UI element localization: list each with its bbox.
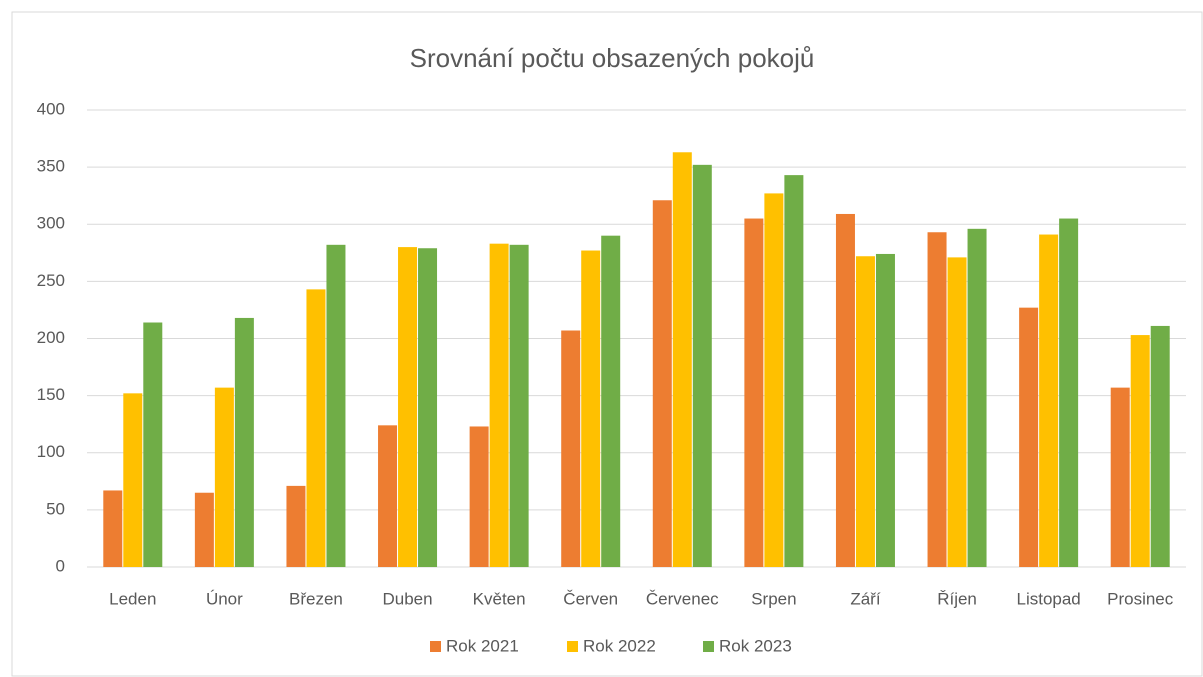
legend-label: Rok 2022 [583, 636, 656, 655]
y-tick-label: 350 [37, 157, 65, 176]
bar [1110, 387, 1130, 567]
bar [398, 247, 418, 567]
x-tick-label: Září [850, 589, 881, 608]
y-tick-label: 300 [37, 214, 65, 233]
bar [672, 152, 692, 567]
bar [378, 425, 398, 567]
legend-swatch [567, 641, 578, 652]
x-tick-label: Říjen [937, 589, 977, 608]
bar [784, 175, 804, 567]
bar [1019, 307, 1039, 567]
bar [489, 243, 509, 568]
x-tick-label: Červenec [646, 589, 719, 608]
bar [764, 193, 784, 567]
bar [143, 322, 163, 567]
x-tick-label: Leden [109, 589, 156, 608]
legend-label: Rok 2023 [719, 636, 792, 655]
bar [947, 257, 967, 567]
x-tick-label: Srpen [751, 589, 796, 608]
y-tick-label: 100 [37, 442, 65, 461]
bar [1059, 218, 1079, 567]
bar [1130, 335, 1150, 567]
y-tick-label: 400 [37, 99, 65, 118]
bar [194, 492, 214, 567]
bar [418, 248, 438, 567]
bar [1039, 234, 1059, 567]
legend-label: Rok 2021 [446, 636, 519, 655]
bar [561, 330, 581, 567]
bar [214, 387, 234, 567]
y-tick-label: 0 [56, 556, 65, 575]
x-tick-label: Květen [473, 589, 526, 608]
bar [744, 218, 764, 567]
bar [123, 393, 143, 567]
bar [875, 253, 895, 567]
y-tick-label: 50 [46, 499, 65, 518]
bar [326, 244, 346, 567]
x-tick-label: Červen [563, 589, 618, 608]
bar [1150, 325, 1170, 567]
legend-swatch [430, 641, 441, 652]
bar [306, 289, 326, 567]
bar [509, 244, 529, 567]
bar [469, 426, 489, 567]
legend-swatch [703, 641, 714, 652]
y-tick-label: 200 [37, 328, 65, 347]
bar [927, 232, 947, 567]
y-tick-label: 150 [37, 385, 65, 404]
bar [692, 164, 712, 567]
bar [103, 490, 123, 567]
bar [286, 485, 306, 567]
bar [652, 200, 672, 567]
bar [234, 317, 254, 567]
bar [855, 256, 875, 567]
bar [967, 228, 987, 567]
x-tick-label: Listopad [1016, 589, 1080, 608]
x-tick-label: Duben [382, 589, 432, 608]
x-tick-label: Únor [206, 589, 243, 608]
x-tick-label: Březen [289, 589, 343, 608]
bar [835, 213, 855, 567]
y-tick-label: 250 [37, 271, 65, 290]
bar [601, 235, 621, 568]
bar [581, 250, 601, 567]
x-tick-label: Prosinec [1107, 589, 1174, 608]
chart-title: Srovnání počtu obsazených pokojů [410, 43, 815, 73]
